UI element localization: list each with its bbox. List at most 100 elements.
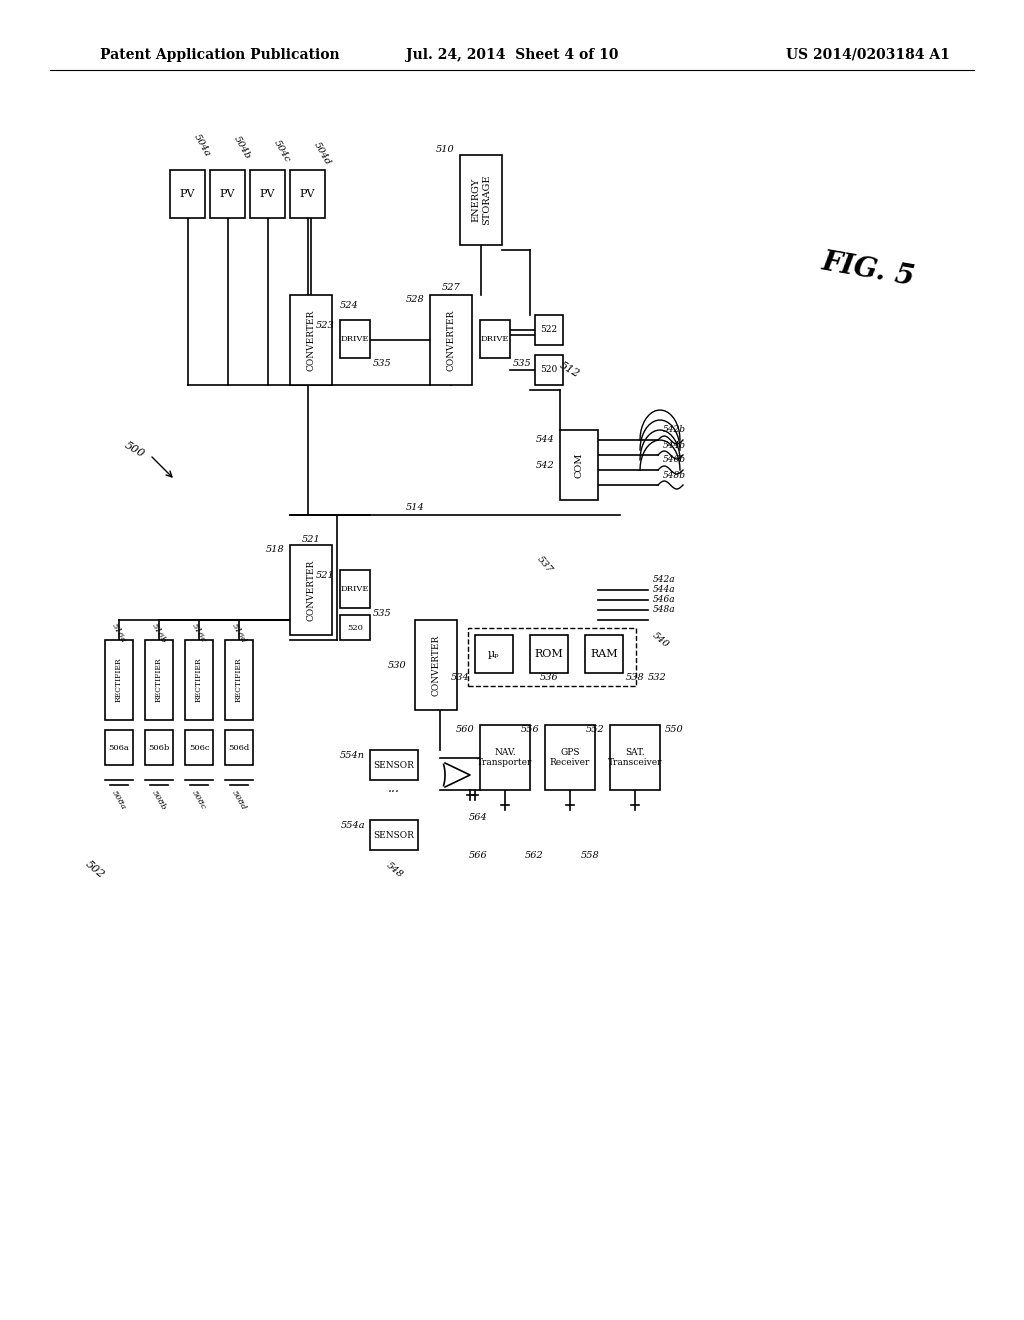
Text: GPS
Receiver: GPS Receiver <box>550 748 590 767</box>
Text: COM: COM <box>574 453 584 478</box>
Text: 550: 550 <box>665 726 684 734</box>
Text: ROM: ROM <box>535 649 563 659</box>
Text: 521: 521 <box>316 570 335 579</box>
Bar <box>290 545 332 635</box>
Text: 538: 538 <box>626 673 645 682</box>
Text: 535: 535 <box>513 359 531 367</box>
Text: 504b: 504b <box>232 135 253 161</box>
Text: 537: 537 <box>535 554 554 576</box>
Text: 554n: 554n <box>340 751 365 759</box>
Text: Patent Application Publication: Patent Application Publication <box>100 48 340 62</box>
Text: 554a: 554a <box>340 821 365 829</box>
Text: 544: 544 <box>537 436 555 445</box>
Text: 506b: 506b <box>148 743 170 751</box>
Text: FIG. 5: FIG. 5 <box>820 248 918 292</box>
Bar <box>610 725 660 789</box>
Bar <box>185 730 213 766</box>
Bar <box>530 635 568 673</box>
Text: 544a: 544a <box>653 586 676 594</box>
Bar <box>145 730 173 766</box>
Text: 504c: 504c <box>272 139 293 164</box>
Text: µₚ: µₚ <box>488 649 500 659</box>
Text: RECTIFIER: RECTIFIER <box>234 657 243 702</box>
Text: 516b: 516b <box>151 622 168 644</box>
Text: 542a: 542a <box>653 576 676 585</box>
Text: 560: 560 <box>457 726 475 734</box>
Text: 546a: 546a <box>653 595 676 605</box>
Bar <box>585 635 623 673</box>
Text: 516c: 516c <box>190 622 208 644</box>
Text: NAV.
Transporter: NAV. Transporter <box>477 748 532 767</box>
Text: Jul. 24, 2014  Sheet 4 of 10: Jul. 24, 2014 Sheet 4 of 10 <box>406 48 618 62</box>
Bar <box>545 725 595 789</box>
Text: 516a: 516a <box>111 622 128 644</box>
Text: 520: 520 <box>541 366 558 375</box>
Text: 542: 542 <box>537 461 555 470</box>
Text: 535: 535 <box>373 359 392 367</box>
Bar <box>290 294 332 385</box>
Text: 520: 520 <box>347 623 362 631</box>
Text: CONVERTER: CONVERTER <box>446 309 456 371</box>
Text: 514: 514 <box>406 503 424 511</box>
Text: 500: 500 <box>123 441 146 459</box>
Text: 558: 558 <box>581 850 599 859</box>
Text: SENSOR: SENSOR <box>374 830 415 840</box>
Text: 506c: 506c <box>188 743 209 751</box>
Bar <box>535 355 563 385</box>
Bar <box>340 319 370 358</box>
Text: 504d: 504d <box>312 141 333 168</box>
Text: 548b: 548b <box>663 470 686 479</box>
Text: DRIVE: DRIVE <box>341 335 370 343</box>
Text: 530: 530 <box>388 660 407 669</box>
Text: 502: 502 <box>84 859 106 880</box>
Text: ...: ... <box>388 781 400 795</box>
Bar <box>290 170 325 218</box>
Bar <box>370 820 418 850</box>
Text: 524: 524 <box>340 301 358 309</box>
Bar <box>340 570 370 609</box>
Text: SAT.
Transceiver: SAT. Transceiver <box>608 748 663 767</box>
Text: 508c: 508c <box>190 789 208 810</box>
Text: 566: 566 <box>469 850 487 859</box>
Text: 552: 552 <box>587 726 605 734</box>
Bar <box>535 315 563 345</box>
Text: 510: 510 <box>436 145 455 154</box>
Text: 546b: 546b <box>663 455 686 465</box>
Bar <box>185 640 213 719</box>
Bar <box>460 154 502 246</box>
Bar <box>105 730 133 766</box>
Bar <box>560 430 598 500</box>
Text: 540: 540 <box>650 631 670 649</box>
Bar <box>210 170 245 218</box>
Text: PV: PV <box>260 189 275 199</box>
Text: RECTIFIER: RECTIFIER <box>195 657 203 702</box>
Text: 556: 556 <box>521 726 540 734</box>
Bar <box>370 750 418 780</box>
Text: PV: PV <box>220 189 236 199</box>
Bar <box>340 615 370 640</box>
Text: 536: 536 <box>540 673 558 682</box>
Text: 506a: 506a <box>109 743 129 751</box>
Text: RAM: RAM <box>590 649 617 659</box>
Text: 512: 512 <box>558 360 582 380</box>
Bar <box>430 294 472 385</box>
Text: 508b: 508b <box>151 788 168 812</box>
Text: 548a: 548a <box>653 606 676 615</box>
Text: CONVERTER: CONVERTER <box>306 560 315 620</box>
Bar <box>250 170 285 218</box>
Bar <box>225 640 253 719</box>
Text: 521: 521 <box>302 536 321 544</box>
Text: 516d: 516d <box>230 622 248 644</box>
Bar <box>475 635 513 673</box>
Text: CONVERTER: CONVERTER <box>431 635 440 696</box>
Text: 548: 548 <box>385 861 406 879</box>
Text: 527: 527 <box>441 282 461 292</box>
Text: PV: PV <box>180 189 196 199</box>
Text: 508a: 508a <box>111 789 128 812</box>
Text: 528: 528 <box>407 296 425 305</box>
Text: RECTIFIER: RECTIFIER <box>155 657 163 702</box>
Text: 564: 564 <box>469 813 487 822</box>
Text: SENSOR: SENSOR <box>374 760 415 770</box>
Text: 518: 518 <box>266 545 285 554</box>
Text: 504a: 504a <box>193 132 213 158</box>
